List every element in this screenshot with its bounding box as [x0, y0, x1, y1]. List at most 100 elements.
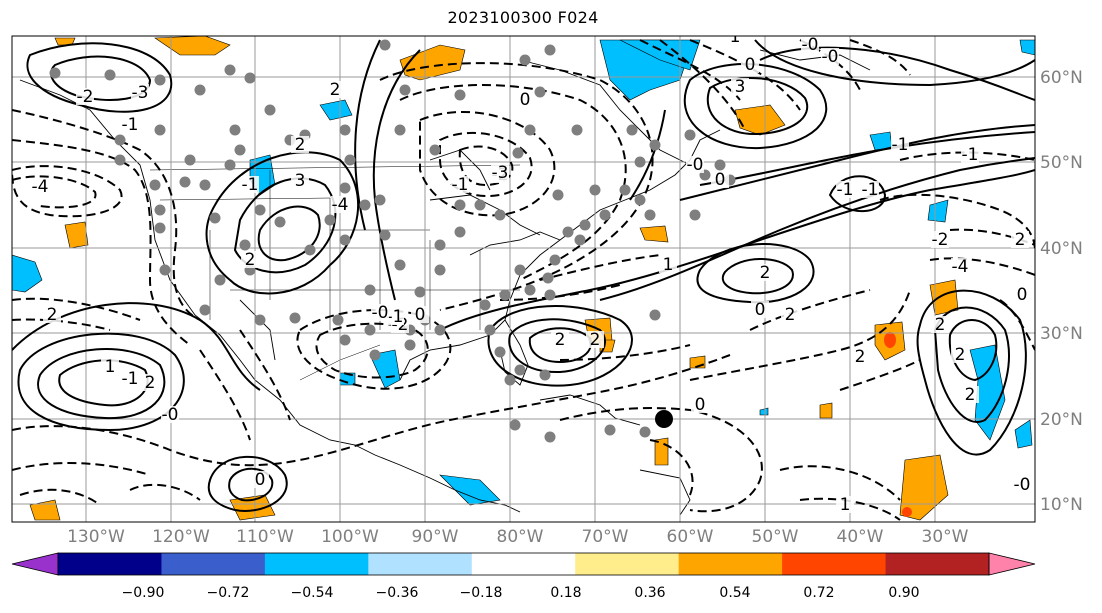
colorbar-outline	[57, 552, 990, 576]
contour-label: -0	[1014, 475, 1031, 495]
contour-label: 2	[955, 345, 966, 365]
contour-label-bg	[751, 301, 769, 318]
lat-label: 50°N	[1040, 153, 1083, 173]
contour-label-bg	[951, 346, 969, 363]
lon-label: 40°W	[837, 527, 884, 547]
contour-label: 0	[520, 90, 531, 110]
contour-label-bg	[801, 36, 819, 53]
contour-label-bg	[851, 348, 869, 365]
contour-label: 2	[760, 263, 771, 283]
contour-label-bg	[491, 164, 509, 181]
contour-label: 0	[255, 470, 266, 490]
contour-label: 0	[1017, 285, 1028, 305]
contour-label: -1	[242, 175, 259, 195]
contour-label: 2	[330, 80, 341, 100]
contour-label-bg	[251, 471, 269, 488]
colorbar-segment	[575, 553, 680, 575]
map-area	[12, 36, 1035, 522]
contour-label: 2	[590, 330, 601, 350]
lon-label: 110°W	[236, 527, 294, 547]
contour-label: -2	[932, 230, 949, 250]
contour-label-bg	[291, 136, 309, 153]
contour-label: -0	[822, 47, 839, 67]
colorbar-tick-label: 0.54	[719, 585, 750, 601]
lon-label: 50°W	[752, 527, 799, 547]
colorbar-segment	[885, 553, 990, 575]
negative-contours	[12, 39, 1035, 521]
positive-shading	[29, 36, 959, 521]
lon-label: 60°W	[667, 527, 714, 547]
contour-label: 2	[295, 135, 306, 155]
contour-label-bg	[931, 231, 949, 248]
contour-label-bg	[141, 374, 159, 391]
contour-label: -1	[962, 145, 979, 165]
colorbar-segment	[264, 553, 369, 575]
storm-center-marker	[655, 410, 673, 428]
contour-label: 1	[105, 357, 116, 377]
lon-label: 130°W	[67, 527, 125, 547]
lat-label: 10°N	[1040, 495, 1083, 515]
lat-label: 60°N	[1040, 68, 1083, 88]
contour-label: 0	[745, 55, 756, 75]
contour-label-bg	[241, 176, 259, 193]
contour-label-bg	[551, 331, 569, 348]
lat-label: 30°N	[1040, 324, 1083, 344]
contour-label-group: -2-3-1-42-13-421-12-2-10-0022-1221-220-1…	[31, 27, 1031, 515]
contour-label-bg	[686, 156, 704, 173]
plot-title: 2023100300 F024	[447, 8, 599, 27]
colorbar-segment	[471, 553, 576, 575]
lon-label: 90°W	[412, 527, 459, 547]
contour-label-bg	[836, 181, 854, 198]
contour-label-bg	[291, 172, 309, 189]
contour-label: 1	[730, 27, 741, 47]
contour-label-bg	[726, 36, 744, 45]
latitude-labels: 60°N 50°N 40°N 30°N 20°N 10°N	[1040, 68, 1083, 515]
contour-label: 3	[735, 77, 746, 97]
contour-label: -4	[952, 257, 969, 277]
contour-label: -4	[32, 177, 49, 197]
positive-contours	[12, 39, 1035, 512]
colorbar-segment	[58, 553, 162, 575]
contour-label-bg	[121, 116, 139, 133]
contour-label: 2	[145, 373, 156, 393]
contour-label: 0	[715, 170, 726, 190]
lon-label: 100°W	[321, 527, 379, 547]
colorbar-tick-label: 0.72	[803, 585, 834, 601]
contour-label: 2	[785, 305, 796, 325]
contour-label: -0	[372, 303, 389, 323]
contour-label-bg	[101, 358, 119, 375]
contour-label: -4	[332, 195, 349, 215]
contour-label-bg	[821, 48, 839, 65]
colorbar-tick-label: 0.90	[888, 585, 919, 601]
contour-label: 0	[695, 395, 706, 415]
contour-label: 2	[855, 347, 866, 367]
colorbar	[11, 552, 1036, 576]
contour-label: 1	[663, 255, 674, 275]
contour-label-bg	[741, 56, 759, 73]
contour-label: 2	[47, 305, 58, 325]
contour-label-bg	[1011, 231, 1029, 248]
contour-label: 0	[755, 300, 766, 320]
contour-label-bg	[931, 316, 949, 333]
colorbar-extend-min	[11, 552, 59, 576]
colorbar-segment	[678, 553, 783, 575]
lon-label: 70°W	[582, 527, 629, 547]
contour-label: 3	[295, 171, 306, 191]
contour-label-bg	[836, 496, 854, 513]
contour-label-bg	[516, 91, 534, 108]
contour-label-bg	[43, 306, 61, 323]
contour-label-bg	[781, 306, 799, 323]
contour-label-bg	[731, 78, 749, 95]
colorbar-extend-max	[988, 552, 1036, 576]
contour-label-bg	[121, 370, 139, 387]
longitude-labels: 130°W 120°W 110°W 100°W 90°W 80°W 70°W 6…	[67, 527, 969, 547]
contour-label-bg	[386, 308, 404, 325]
lon-label: 120°W	[152, 527, 210, 547]
colorbar-segment	[782, 553, 887, 575]
contour-label-bg	[691, 396, 709, 413]
contour-label-bg	[31, 178, 49, 195]
contour-label-bg	[331, 196, 349, 213]
station-markers	[49, 39, 736, 443]
contour-label: 2	[1015, 230, 1026, 250]
